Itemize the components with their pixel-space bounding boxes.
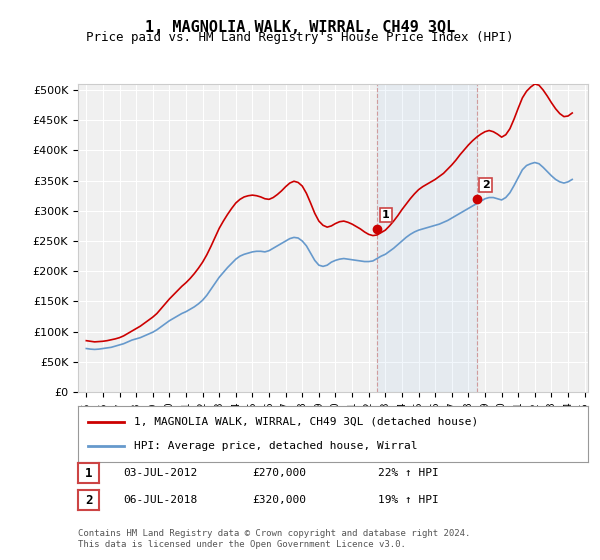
Text: 1: 1 bbox=[382, 210, 390, 220]
Text: 1, MAGNOLIA WALK, WIRRAL, CH49 3QL (detached house): 1, MAGNOLIA WALK, WIRRAL, CH49 3QL (deta… bbox=[134, 417, 478, 427]
Text: £270,000: £270,000 bbox=[252, 468, 306, 478]
Text: Contains HM Land Registry data © Crown copyright and database right 2024.
This d: Contains HM Land Registry data © Crown c… bbox=[78, 529, 470, 549]
Bar bbox=[377, 84, 476, 392]
Text: Price paid vs. HM Land Registry's House Price Index (HPI): Price paid vs. HM Land Registry's House … bbox=[86, 31, 514, 44]
Text: 22% ↑ HPI: 22% ↑ HPI bbox=[378, 468, 439, 478]
Text: 19% ↑ HPI: 19% ↑ HPI bbox=[378, 495, 439, 505]
Text: 03-JUL-2012: 03-JUL-2012 bbox=[123, 468, 197, 478]
Text: 1: 1 bbox=[85, 466, 92, 480]
Text: 2: 2 bbox=[85, 493, 92, 507]
Text: £320,000: £320,000 bbox=[252, 495, 306, 505]
Text: HPI: Average price, detached house, Wirral: HPI: Average price, detached house, Wirr… bbox=[134, 441, 418, 451]
Text: 1, MAGNOLIA WALK, WIRRAL, CH49 3QL: 1, MAGNOLIA WALK, WIRRAL, CH49 3QL bbox=[145, 20, 455, 35]
Text: 06-JUL-2018: 06-JUL-2018 bbox=[123, 495, 197, 505]
Text: 2: 2 bbox=[482, 180, 490, 190]
